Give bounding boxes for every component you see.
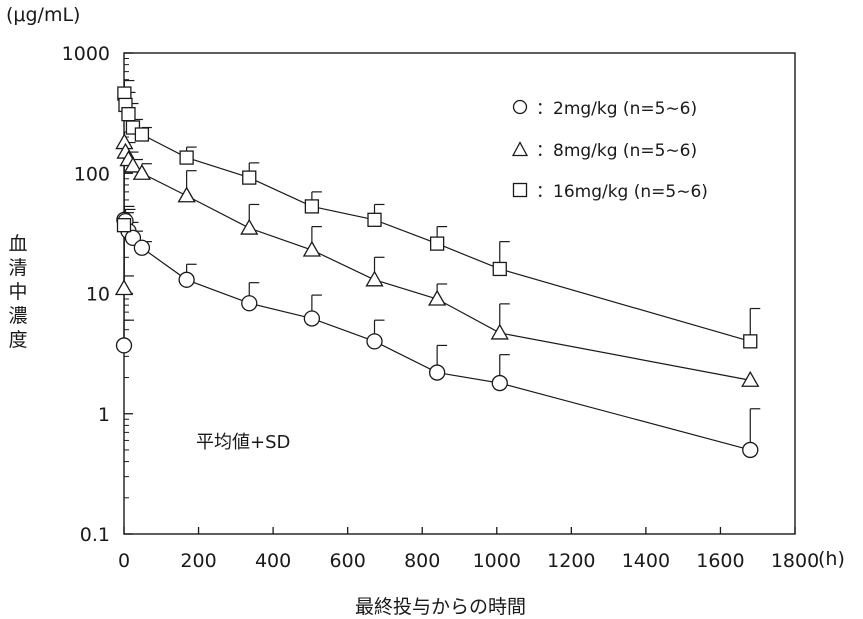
square-marker	[242, 170, 257, 185]
x-tick-label: 1400	[622, 550, 670, 572]
y-tick-label: 1	[98, 404, 110, 426]
square-marker	[121, 107, 136, 122]
square-marker	[743, 334, 758, 349]
x-tick-label: 800	[404, 550, 440, 572]
triangle-marker	[240, 218, 259, 235]
triangle-marker	[428, 289, 447, 306]
y-axis-label-char: 度	[8, 329, 28, 351]
triangle-marker	[177, 186, 196, 203]
triangle-marker	[365, 270, 384, 287]
x-axis-label: 最終投与からの時間	[355, 596, 527, 618]
x-tick-label: 1800	[771, 550, 819, 572]
circle-marker	[178, 271, 195, 288]
circle-marker	[742, 441, 759, 459]
triangle-marker-icon	[512, 140, 528, 156]
circle-marker-icon	[512, 99, 528, 114]
y-axis-label-char: 清	[8, 257, 28, 279]
circle-marker	[428, 364, 446, 381]
legend-item-2mg: ：2mg/kg (n=5∼6)	[512, 94, 697, 119]
x-tick-label: 0	[118, 550, 130, 572]
data-markers	[114, 86, 760, 459]
legend-label: ：8mg/kg (n=5∼6)	[536, 141, 698, 161]
x-tick-label: 1000	[473, 550, 521, 572]
circle-marker	[491, 374, 508, 392]
y-tick-label: 0.1	[80, 524, 110, 546]
mean-sd-note: 平均値+SD	[196, 432, 291, 453]
square-marker	[134, 127, 150, 142]
x-tick-label: 400	[255, 550, 291, 572]
legend-label: ：16mg/kg (n=5∼6)	[536, 182, 708, 202]
square-marker	[492, 261, 507, 277]
legend-item-16mg: ：16mg/kg (n=5∼6)	[512, 177, 708, 202]
circle-marker	[366, 333, 383, 350]
y-axis-label: 血 清 中 濃 度	[6, 232, 30, 352]
triangle-marker	[123, 156, 143, 173]
triangle-marker	[490, 323, 509, 340]
x-tick-label: 1200	[547, 550, 595, 572]
circle-marker	[115, 337, 133, 354]
legend-item-8mg: ：8mg/kg (n=5∼6)	[512, 136, 697, 161]
square-marker	[116, 218, 132, 233]
x-tick-label: 600	[330, 550, 366, 572]
circle-marker	[133, 239, 151, 256]
square-marker	[429, 236, 445, 251]
triangle-marker	[302, 240, 322, 257]
circle-marker	[303, 310, 321, 327]
triangle-marker	[132, 163, 152, 180]
y-tick-label: 1000	[62, 43, 110, 65]
y-axis-label-char: 血	[8, 233, 28, 255]
legend-label: ：2mg/kg (n=5∼6)	[536, 99, 698, 119]
square-marker	[367, 212, 382, 227]
series-line-circle	[123, 218, 751, 451]
x-unit-label: (h)	[818, 548, 845, 570]
y-axis-label-char: 濃	[8, 305, 28, 327]
y-axis-label-char: 中	[8, 281, 28, 303]
y-unit-label: (μg/mL)	[6, 4, 81, 26]
square-marker	[304, 199, 320, 214]
square-marker	[179, 150, 194, 165]
axis-ticks: 0 200 400 600 800 1000 1200 1400 1600 1800 0.1 1 10 1…	[62, 43, 820, 572]
square-marker-icon	[512, 182, 528, 197]
y-tick-label: 100	[74, 163, 110, 185]
triangle-marker	[741, 370, 760, 387]
x-tick-label: 200	[180, 550, 216, 572]
circle-marker	[241, 295, 258, 312]
triangle-marker	[114, 279, 134, 296]
y-tick-label: 10	[86, 284, 110, 306]
x-tick-label: 1600	[696, 550, 744, 572]
